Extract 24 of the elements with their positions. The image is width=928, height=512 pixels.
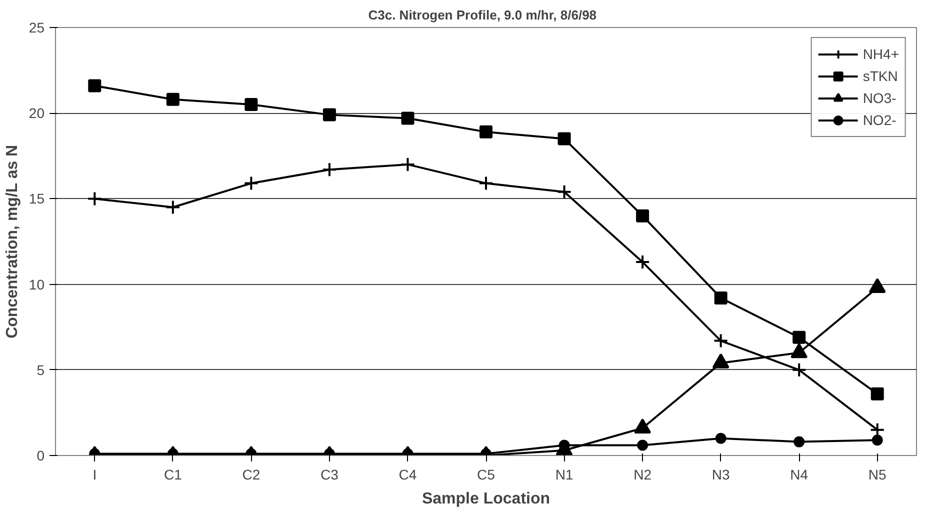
x-tick-label: C3 xyxy=(320,466,339,482)
y-tick-label: 15 xyxy=(28,190,45,207)
y-axis-title: Concentration, mg/L as N xyxy=(4,144,21,338)
x-tick-label: N2 xyxy=(634,466,652,482)
y-tick-label: 20 xyxy=(28,105,45,122)
y-tick-label: 10 xyxy=(28,276,45,292)
x-tick-label: C5 xyxy=(477,466,496,482)
legend-label: NO3- xyxy=(862,90,896,106)
x-tick-label: N3 xyxy=(712,466,730,482)
x-tick-label: C1 xyxy=(164,466,182,482)
legend-label: NO2- xyxy=(862,112,896,128)
y-tick-label: 5 xyxy=(36,362,45,378)
legend-label: NH4+ xyxy=(862,46,899,62)
x-tick-label: N5 xyxy=(868,466,887,482)
x-tick-label: C2 xyxy=(242,466,260,482)
x-tick-label: C4 xyxy=(398,466,417,482)
x-tick-label: N4 xyxy=(790,466,808,482)
y-tick-label: 25 xyxy=(28,20,45,36)
y-tick-label: 0 xyxy=(36,448,45,464)
chart-title: C3c. Nitrogen Profile, 9.0 m/hr, 8/6/98 xyxy=(368,8,597,22)
x-tick-label: I xyxy=(92,466,97,482)
x-tick-label: N1 xyxy=(555,466,574,482)
x-axis-title: Sample Location xyxy=(422,490,550,508)
legend-label: sTKN xyxy=(862,68,898,84)
